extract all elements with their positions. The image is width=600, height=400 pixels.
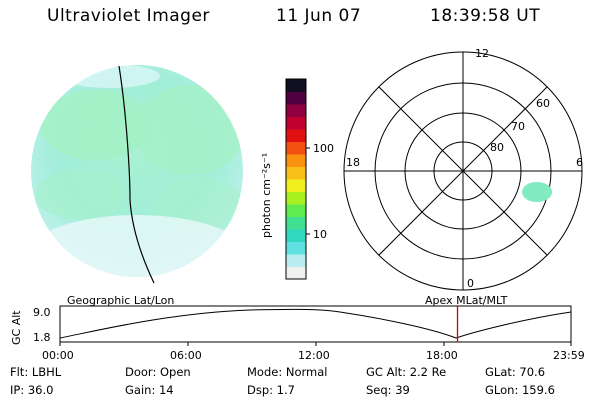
- instrument-title: Ultraviolet Imager: [47, 6, 210, 26]
- colorbar-segment: [286, 91, 306, 105]
- x-tick-1200: 12:00: [298, 349, 330, 362]
- dsp-info: Dsp: 1.7: [247, 383, 295, 397]
- seq-info: Seq: 39: [366, 383, 410, 397]
- right-panel-title: Apex MLat/MLT: [425, 294, 508, 307]
- observation-time: 18:39:58 UT: [430, 6, 541, 26]
- timeline-ymax: 9.0: [33, 306, 51, 319]
- filter-info: Flt: LBHL: [10, 365, 62, 379]
- mlat-label-80: 80: [490, 141, 504, 154]
- mlat-label-60: 60: [536, 97, 550, 110]
- left-panel-title: Geographic Lat/Lon: [67, 294, 175, 307]
- glon-info: GLon: 159.6: [485, 383, 555, 397]
- colorbar-segment: [286, 129, 306, 142]
- mlt-label-12: 12: [475, 47, 489, 60]
- colorbar-segment: [286, 241, 306, 255]
- colorbar-segment: [286, 179, 306, 192]
- gain-info: Gain: 14: [125, 383, 174, 397]
- terminator-line: [118, 65, 155, 284]
- colorbar-segment: [286, 104, 306, 117]
- timeline-ylabel: GC Alt: [10, 310, 23, 345]
- colorbar-segment: [286, 79, 306, 92]
- observation-date: 11 Jun 07: [276, 6, 362, 26]
- timeline-ymin: 1.8: [33, 331, 51, 344]
- gc-alt-info: GC Alt: 2.2 Re: [366, 365, 447, 379]
- colorbar-segment: [286, 116, 306, 130]
- x-tick-0000: 00:00: [42, 349, 74, 362]
- altitude-curve: [59, 308, 572, 339]
- colorbar: [286, 79, 306, 280]
- colorbar-frame: [285, 78, 307, 280]
- x-tick-0600: 06:00: [170, 349, 202, 362]
- colorbar-segment: [286, 254, 306, 267]
- colorbar-segment: [286, 154, 306, 167]
- colorbar-segment: [286, 141, 306, 155]
- polar-plot: [343, 51, 583, 291]
- door-info: Door: Open: [125, 365, 191, 379]
- colorbar-segment: [286, 216, 306, 230]
- colorbar-tick-10: 10: [313, 228, 327, 241]
- colorbar-segment: [286, 191, 306, 205]
- auroral-blob: [522, 182, 552, 202]
- x-tick-1800: 18:00: [426, 349, 458, 362]
- colorbar-segment: [286, 166, 306, 180]
- colorbar-unit-label: photon cm⁻²s⁻¹: [260, 152, 273, 238]
- mode-info: Mode: Normal: [247, 365, 328, 379]
- colorbar-segment: [286, 229, 306, 242]
- glat-info: GLat: 70.6: [485, 365, 546, 379]
- altitude-timeline: [59, 305, 572, 346]
- x-tick-2359: 23:59: [553, 349, 585, 362]
- auroral-image-disk: [31, 65, 243, 277]
- colorbar-segment: [286, 266, 306, 280]
- colorbar-segment: [286, 204, 306, 217]
- ip-info: IP: 36.0: [10, 383, 54, 397]
- mlt-label-0: 0: [467, 277, 474, 290]
- colorbar-tick-100: 100: [313, 142, 334, 155]
- mlt-label-18: 18: [346, 156, 360, 169]
- mlat-label-70: 70: [511, 120, 525, 133]
- mlt-label-6: 6: [576, 156, 583, 169]
